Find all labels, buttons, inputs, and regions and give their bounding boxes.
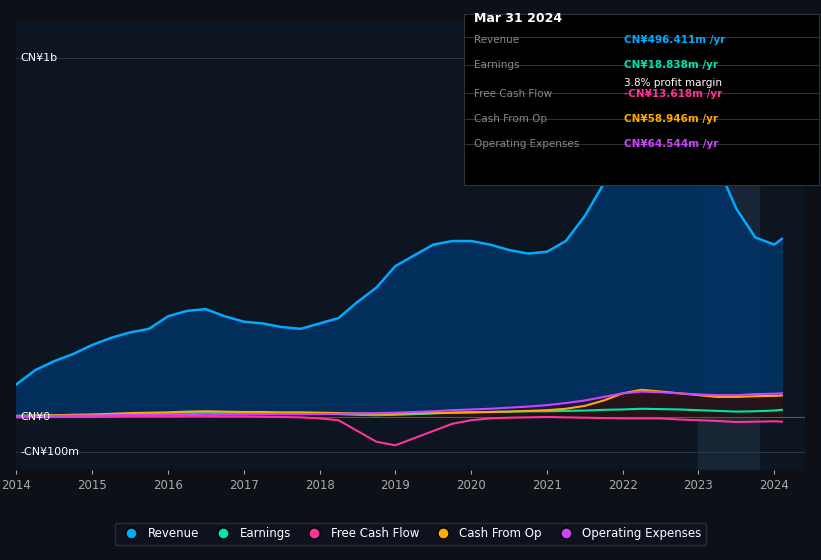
Text: Earnings: Earnings	[474, 60, 519, 71]
Bar	[699, 22, 759, 470]
Text: -CN¥100m: -CN¥100m	[21, 447, 79, 458]
Legend: Revenue, Earnings, Free Cash Flow, Cash From Op, Operating Expenses: Revenue, Earnings, Free Cash Flow, Cash …	[115, 522, 706, 545]
Text: -CN¥13.618m /yr: -CN¥13.618m /yr	[624, 89, 722, 99]
Text: Cash From Op: Cash From Op	[474, 114, 547, 124]
Text: CN¥0: CN¥0	[21, 412, 50, 422]
Text: CN¥58.946m /yr: CN¥58.946m /yr	[624, 114, 718, 124]
Text: CN¥496.411m /yr: CN¥496.411m /yr	[624, 35, 725, 45]
Text: CN¥18.838m /yr: CN¥18.838m /yr	[624, 60, 718, 71]
Text: Mar 31 2024: Mar 31 2024	[474, 12, 562, 25]
Text: 3.8% profit margin: 3.8% profit margin	[624, 78, 722, 88]
Text: Revenue: Revenue	[474, 35, 519, 45]
Text: Free Cash Flow: Free Cash Flow	[474, 89, 552, 99]
Text: CN¥64.544m /yr: CN¥64.544m /yr	[624, 139, 718, 150]
Text: CN¥1b: CN¥1b	[21, 53, 57, 63]
Text: Operating Expenses: Operating Expenses	[474, 139, 579, 150]
